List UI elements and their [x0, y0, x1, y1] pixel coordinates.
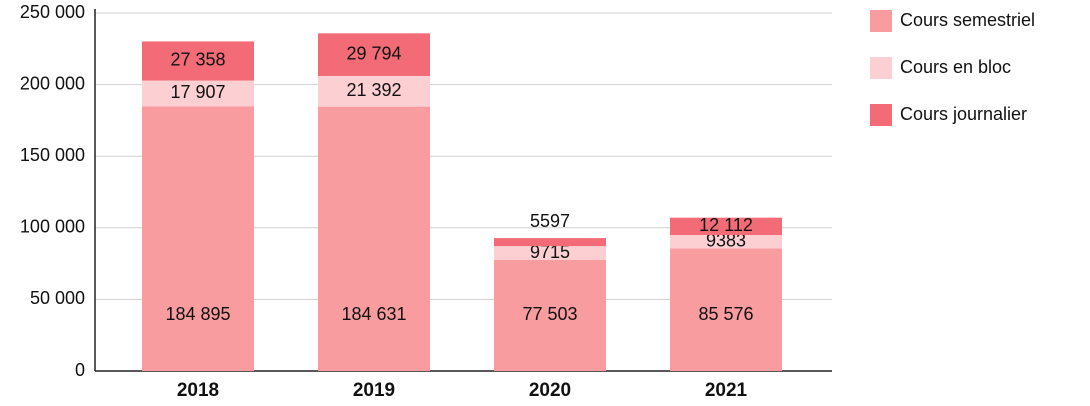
bar-segment	[494, 238, 606, 247]
bar-segment	[670, 248, 782, 371]
y-tick-label: 150 000	[20, 145, 85, 165]
bar-segment	[142, 80, 254, 107]
legend-swatch	[870, 104, 892, 126]
legend-label: Cours semestriel	[900, 10, 1035, 30]
legend-swatch	[870, 10, 892, 32]
data-label: 12 112	[699, 215, 753, 235]
bar-segment	[494, 246, 606, 261]
data-label: 184 631	[341, 304, 406, 324]
legend-swatch	[870, 57, 892, 79]
data-label: 77 503	[522, 304, 577, 324]
x-tick-label: 2018	[177, 380, 219, 401]
x-tick-label: 2020	[529, 380, 571, 401]
data-label: 17 907	[170, 82, 225, 102]
data-label: 21 392	[346, 80, 401, 100]
legend-label: Cours journalier	[900, 104, 1027, 124]
data-label: 85 576	[698, 304, 753, 324]
bar-segment	[318, 106, 430, 372]
bar-segment	[670, 217, 782, 236]
data-label: 9383	[706, 230, 746, 250]
y-tick-label: 0	[75, 360, 85, 380]
data-label: 5597	[530, 211, 570, 231]
data-label: 27 358	[170, 50, 225, 70]
x-tick-label: 2019	[353, 380, 395, 401]
bar-segment	[142, 41, 254, 81]
x-tick-label: 2021	[705, 380, 748, 401]
y-tick-label: 200 000	[20, 73, 85, 93]
bar-segment	[494, 260, 606, 371]
data-label: 184 895	[165, 304, 230, 324]
bar-segment	[318, 75, 430, 107]
data-label: 9715	[530, 242, 570, 262]
y-tick-label: 50 000	[30, 288, 85, 308]
y-tick-label: 100 000	[20, 217, 85, 237]
data-label: 29 794	[346, 43, 401, 63]
y-tick-label: 250 000	[20, 2, 85, 22]
legend-label: Cours en bloc	[900, 57, 1011, 77]
bar-segment	[142, 106, 254, 372]
bar-segment	[318, 33, 430, 76]
bar-segment	[670, 235, 782, 249]
